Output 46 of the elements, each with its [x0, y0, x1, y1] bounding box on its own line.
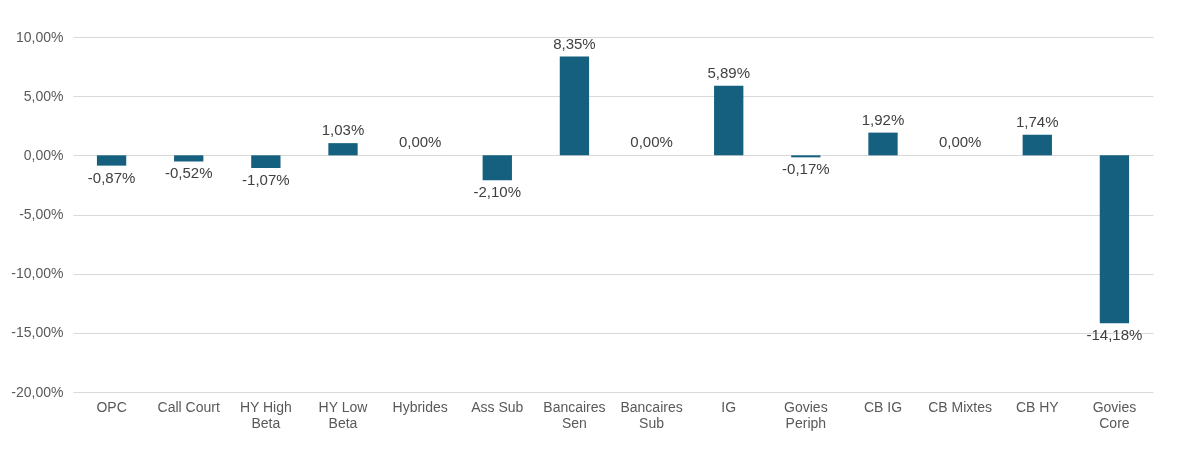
bar [868, 132, 898, 156]
data-label: -0,17% [782, 160, 830, 178]
data-label: -0,87% [87, 168, 136, 186]
data-label: -1,07% [242, 170, 290, 188]
data-label: -2,10% [473, 183, 522, 201]
data-label: 1,74% [1016, 112, 1059, 130]
bar [174, 155, 204, 162]
data-label: 0,00% [630, 133, 673, 151]
x-tick-label: HY High Beta [239, 398, 292, 431]
data-label: 1,03% [321, 121, 365, 139]
y-tick-label: 0,00% [23, 146, 64, 163]
y-tick-label: -15,00% [11, 324, 64, 341]
x-tick-label: IG [721, 398, 737, 415]
x-tick-label: CB HY [1015, 398, 1060, 415]
bar [482, 155, 512, 181]
y-tick-label: 10,00% [16, 28, 64, 45]
data-label: -0,52% [164, 164, 213, 182]
data-label: 1,92% [861, 110, 905, 128]
bar [1099, 155, 1130, 324]
x-tick-label: Call Court [157, 398, 220, 415]
data-label: 0,00% [398, 133, 442, 151]
data-label: 8,35% [553, 34, 596, 52]
data-label: 0,00% [938, 133, 982, 151]
x-tick-label: HY Low Beta [318, 398, 369, 431]
x-tick-label: Govies Core [1092, 398, 1137, 431]
bar [559, 56, 590, 156]
y-tick-label: 5,00% [23, 87, 64, 104]
data-label: 5,89% [707, 63, 750, 81]
data-label: -14,18% [1086, 326, 1143, 344]
bar [791, 155, 821, 158]
x-tick-label: Govies Periph [784, 398, 828, 431]
x-tick-label: Hybrides [392, 398, 448, 415]
bar [251, 155, 281, 168]
x-tick-label: OPC [96, 398, 127, 415]
bar [714, 85, 744, 156]
x-tick-label: CB Mixtes [928, 398, 993, 415]
bar [96, 155, 127, 166]
bar [328, 143, 358, 156]
y-tick-label: -20,00% [11, 383, 64, 400]
y-tick-label: -10,00% [11, 265, 64, 282]
y-tick-label: -5,00% [19, 206, 64, 222]
x-tick-label: Bancaires Sen [543, 398, 606, 431]
bar [1022, 134, 1052, 156]
x-tick-label: CB IG [863, 398, 903, 415]
x-tick-label: Ass Sub [471, 398, 524, 415]
x-tick-label: Bancaires Sub [620, 398, 683, 431]
